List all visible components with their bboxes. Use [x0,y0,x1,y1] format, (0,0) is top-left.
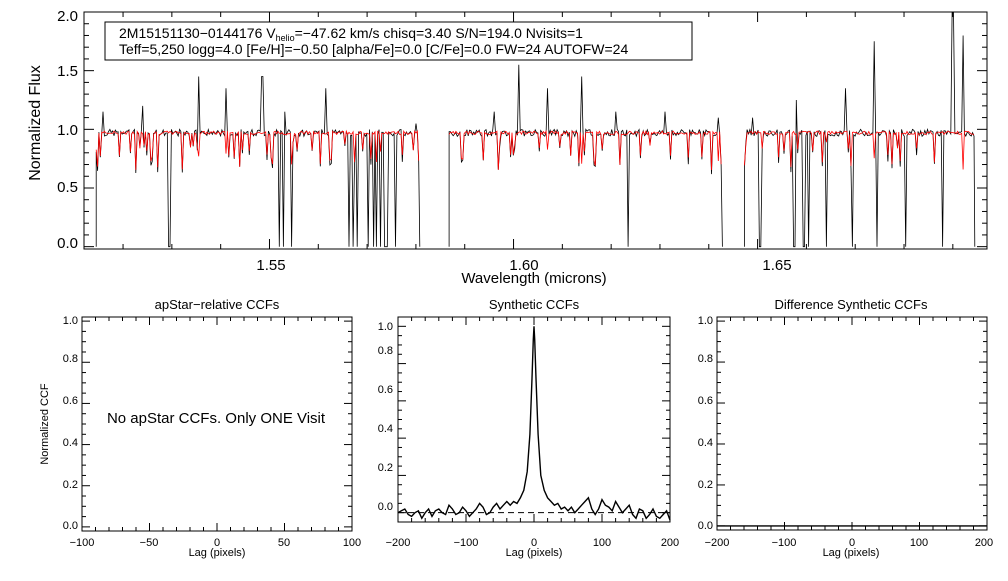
spectrum-xtick-label: 1.55 [256,257,285,274]
ccf3-ytick-label: 0.2 [698,479,713,491]
ccf3-xtick-label: −100 [772,537,797,549]
ccf1-ytick-label: 0.0 [63,520,78,532]
ccf2-xtick-label: 0 [531,537,537,549]
ccf1-ylabel: Normalized CCF [39,383,51,465]
ccf3-xtick-label: −200 [705,537,730,549]
ccf3-ytick-label: 0.6 [698,395,713,407]
spectrum-ticks [84,11,987,249]
ccf2-ticks [397,317,671,522]
ccf1-ytick-label: 0.8 [63,353,78,365]
ccf2-xtick-label: −100 [454,537,479,549]
spectrum-ytick-label: 0.5 [57,179,78,196]
ccf3-ytick-label: 0.8 [698,353,713,365]
ccf3-ytick-label: 0.0 [698,520,713,532]
info-line-1: 2M15151130−0144176 Vhelio=−47.62 km/s ch… [119,25,583,43]
info-stats: =−47.62 km/s chisq=3.40 S/N=194.0 Nvisit… [295,25,584,41]
ccf1-xtick-label: 0 [214,537,220,549]
spectrum-xlabel: Wavelength (microns) [461,270,606,287]
ccf1-ytick-label: 0.2 [63,479,78,491]
observed-spectrum-segment [95,76,421,248]
ccf1-xtick-label: −50 [140,537,159,549]
ccf1-ytick-label: 0.6 [63,395,78,407]
ccf3-ytick-label: 1.0 [698,315,713,327]
ccf2-title: Synthetic CCFs [489,297,580,312]
ccf1-message: No apStar CCFs. Only ONE Visit [107,410,326,427]
ccf2-xtick-label: 100 [593,537,611,549]
ccf-panel-apstar: apStar−relative CCFs Lag (pixels) Normal… [39,297,361,559]
ccf2-ytick-label: 0.0 [378,501,393,513]
spectrum-plot-frame [83,11,988,250]
info-line-2: Teff=5,250 logg=4.0 [Fe/H]=−0.50 [alpha/… [119,41,628,57]
ccf3-plot-frame [716,316,988,531]
ccf1-xtick-label: 50 [278,537,290,549]
info-vhelio-subscript: helio [276,33,295,43]
ccf-panel-synthetic: Synthetic CCFs Lag (pixels) −200 −100 0 … [378,297,679,559]
ccf2-ytick-label: 0.4 [378,423,393,435]
spectrum-ytick-label: 2.0 [57,8,78,25]
ccf3-xlabel: Lag (pixels) [823,547,880,559]
spectrum-xtick-label: 1.65 [762,257,791,274]
ccf1-xtick-label: −100 [70,537,95,549]
model-spectrum-segment [95,129,420,170]
ccf1-ytick-label: 1.0 [63,315,78,327]
info-box [104,21,693,61]
ccf3-xtick-label: 100 [910,537,928,549]
ccf2-plot-frame [397,316,671,523]
observed-spectrum-segment [448,64,723,247]
ccf2-ytick-label: 1.0 [378,321,393,333]
spectrum-ytick-label: 1.5 [57,63,78,80]
ccf3-ticks [716,317,988,530]
ccf3-title: Difference Synthetic CCFs [775,297,928,312]
spectrum-lines [95,11,976,248]
ccf1-ytick-label: 0.4 [63,437,78,449]
ccf1-title: apStar−relative CCFs [155,297,280,312]
spectrum-ytick-label: 0.0 [57,235,78,252]
spectrum-ytick-label: 1.0 [57,122,78,139]
model-spectrum-segment [744,130,975,170]
ccf2-xtick-label: −200 [386,537,411,549]
ccf1-xlabel: Lag (pixels) [189,547,246,559]
spectrum-ylabel: Normalized Flux [27,65,44,181]
model-spectrum-segment [448,129,722,171]
ccf-panel-difference: Difference Synthetic CCFs Lag (pixels) −… [698,297,993,559]
ccf1-xtick-label: 100 [343,537,361,549]
ccf-curve [397,326,671,521]
spectrum-xtick-label: 1.60 [509,257,538,274]
ccf1-ticks [81,317,353,531]
ccf2-ytick-label: 0.6 [378,384,393,396]
ccf2-xtick-label: 200 [661,537,679,549]
spectrum-panel: Normalized Flux Wavelength (microns) 1.5… [27,8,988,287]
ccf2-lines [397,326,671,521]
ccf2-xlabel: Lag (pixels) [506,547,563,559]
observed-spectrum-segment [744,11,976,248]
ccf2-ytick-label: 0.2 [378,462,393,474]
info-object-id: 2M15151130−0144176 V [119,25,276,41]
ccf3-xtick-label: 200 [975,537,993,549]
ccf3-xtick-label: 0 [849,537,855,549]
ccf3-ytick-label: 0.4 [698,437,713,449]
ccf2-ytick-label: 0.8 [378,345,393,357]
